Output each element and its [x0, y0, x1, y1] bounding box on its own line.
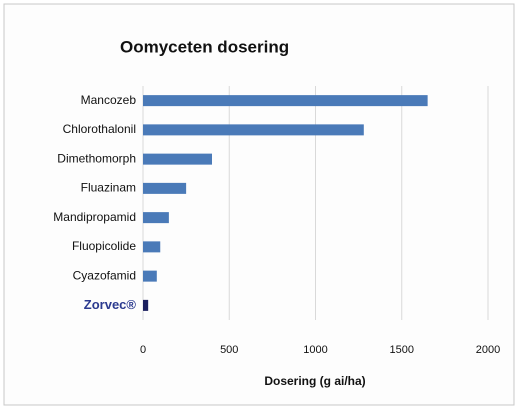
y-tick-label: Fluopicolide — [72, 239, 136, 253]
x-tick-label: 0 — [140, 344, 146, 356]
bar — [143, 124, 364, 136]
y-tick-label: Fluazinam — [81, 181, 136, 195]
x-axis-label: Dosering (g ai/ha) — [264, 374, 365, 388]
chart-title: Oomyceten dosering — [120, 37, 289, 56]
bar — [143, 299, 149, 311]
x-tick-label: 500 — [220, 344, 238, 356]
y-tick-label: Zorvec® — [84, 297, 137, 312]
x-tick-label: 1000 — [303, 344, 327, 356]
bar — [143, 182, 187, 194]
y-tick-label: Chlorothalonil — [63, 122, 136, 136]
x-tick-label: 1500 — [390, 344, 414, 356]
y-tick-label: Mancozeb — [81, 93, 137, 107]
y-tick-label: Cyazofamid — [73, 268, 136, 282]
frame — [3, 3, 515, 406]
bar — [143, 95, 428, 107]
bar — [143, 212, 169, 224]
y-tick-label: Mandipropamid — [53, 210, 136, 224]
y-tick-label: Dimethomorph — [57, 151, 136, 165]
bar — [143, 270, 157, 282]
bar — [143, 241, 161, 253]
bar — [143, 153, 212, 165]
x-tick-label: 2000 — [476, 344, 500, 356]
